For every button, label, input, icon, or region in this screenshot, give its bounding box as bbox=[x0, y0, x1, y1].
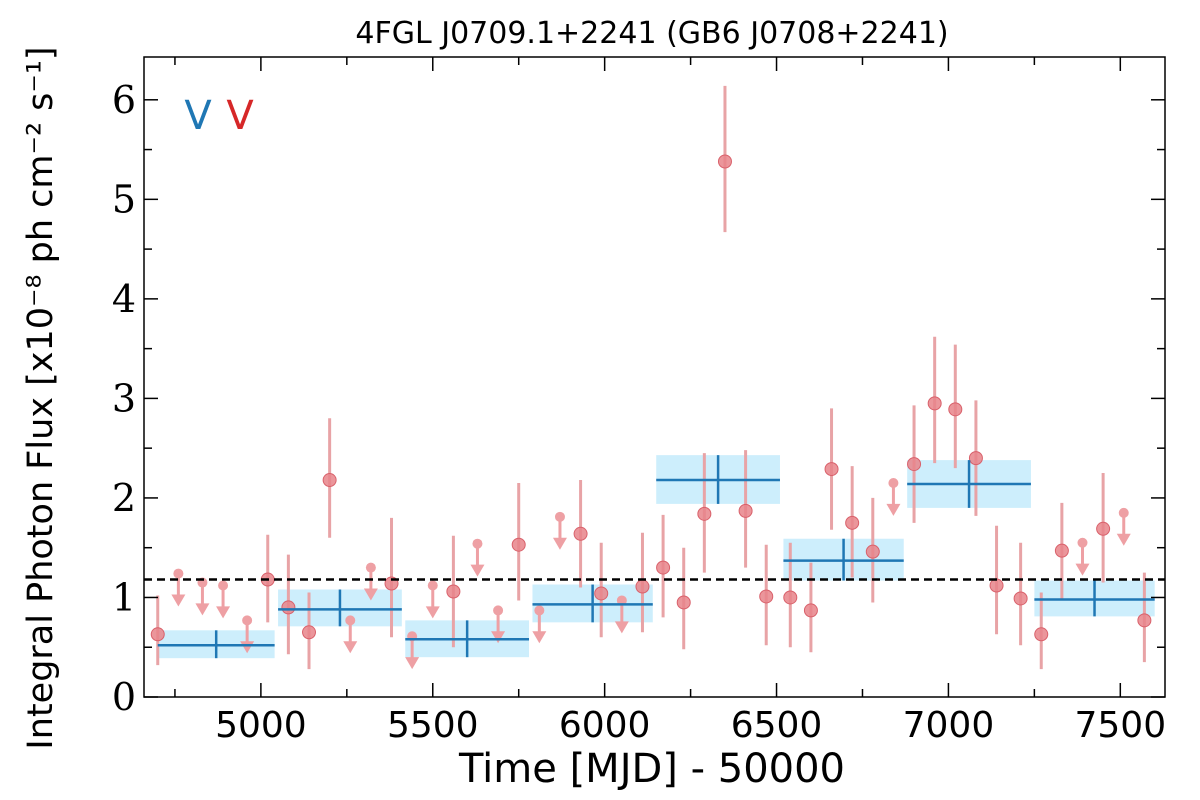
legend-marker-0: V bbox=[184, 93, 212, 139]
detection-point-0 bbox=[150, 627, 165, 642]
detection-point-31 bbox=[1137, 613, 1152, 628]
y-axis-label: Integral Photon Flux [x10⁻⁸ ph cm⁻² s⁻¹] bbox=[21, 46, 61, 749]
x-axis-label: Time [MJD] - 50000 bbox=[458, 746, 845, 792]
detection-point-20 bbox=[845, 515, 860, 530]
legend-marker-1: V bbox=[226, 93, 254, 139]
chart-title: 4FGL J0709.1+2241 (GB6 J0708+2241) bbox=[355, 16, 948, 51]
detection-point-10 bbox=[635, 579, 650, 594]
upper-limit-12 bbox=[614, 595, 629, 634]
y-tick-label: 1 bbox=[112, 575, 136, 619]
detection-point-9 bbox=[594, 586, 609, 601]
detection-point-22 bbox=[907, 457, 922, 472]
detection-point-14 bbox=[717, 154, 732, 169]
detection-point-8 bbox=[573, 526, 588, 541]
upper-limit-11 bbox=[552, 511, 567, 550]
detection-point-3 bbox=[302, 625, 317, 640]
detection-point-30 bbox=[1096, 521, 1111, 536]
detection-point-4 bbox=[322, 473, 337, 488]
x-tick-label: 6000 bbox=[559, 705, 651, 746]
upper-limit-15 bbox=[1116, 507, 1131, 546]
axes: 5000 5500 6000 6500 7000 7500 0 1 2 3 4 5 6 bbox=[112, 56, 1166, 746]
upper-limit-7 bbox=[425, 580, 440, 619]
upper-limit-2 bbox=[216, 580, 231, 619]
detection-point-2 bbox=[281, 600, 296, 615]
x-tick-label: 6500 bbox=[731, 705, 823, 746]
y-tick-label: 2 bbox=[112, 476, 136, 520]
plot-frame bbox=[143, 56, 1166, 698]
detection-point-13 bbox=[697, 506, 712, 521]
detection-point-23 bbox=[927, 396, 942, 411]
detection-point-18 bbox=[803, 603, 818, 618]
upper-limit-14 bbox=[1075, 537, 1090, 576]
x-tick-label: 5000 bbox=[215, 705, 307, 746]
detection-point-29 bbox=[1054, 543, 1069, 558]
plot-area bbox=[144, 85, 1165, 670]
detection-point-24 bbox=[948, 402, 963, 417]
detection-point-6 bbox=[446, 584, 461, 599]
detection-point-25 bbox=[968, 451, 983, 466]
detection-point-7 bbox=[511, 537, 526, 552]
upper-limit-1 bbox=[195, 577, 210, 616]
y-tick-label: 5 bbox=[112, 177, 136, 221]
detection-point-21 bbox=[865, 544, 880, 559]
upper-limit-0 bbox=[171, 568, 186, 607]
detection-point-17 bbox=[783, 590, 798, 605]
upper-limit-8 bbox=[470, 538, 485, 577]
y-tick-label: 0 bbox=[112, 675, 136, 719]
upper-limit-4 bbox=[343, 615, 358, 654]
y-tick-label: 6 bbox=[112, 78, 136, 122]
detection-point-19 bbox=[824, 462, 839, 477]
x-tick-label: 7000 bbox=[903, 705, 995, 746]
x-tick-label: 5500 bbox=[387, 705, 479, 746]
x-tick-label: 7500 bbox=[1074, 705, 1166, 746]
y-tick-label: 3 bbox=[112, 376, 136, 420]
detection-point-16 bbox=[759, 589, 774, 604]
detection-point-12 bbox=[676, 595, 691, 610]
upper-limit-10 bbox=[532, 605, 547, 644]
y-tick-label: 4 bbox=[112, 277, 136, 321]
detection-point-27 bbox=[1013, 591, 1028, 606]
upper-limit-13 bbox=[886, 478, 901, 516]
detection-point-15 bbox=[738, 503, 753, 518]
detection-point-26 bbox=[989, 578, 1004, 593]
detection-point-28 bbox=[1034, 627, 1049, 642]
upper-limit-9 bbox=[491, 605, 506, 644]
detection-point-11 bbox=[656, 560, 671, 575]
